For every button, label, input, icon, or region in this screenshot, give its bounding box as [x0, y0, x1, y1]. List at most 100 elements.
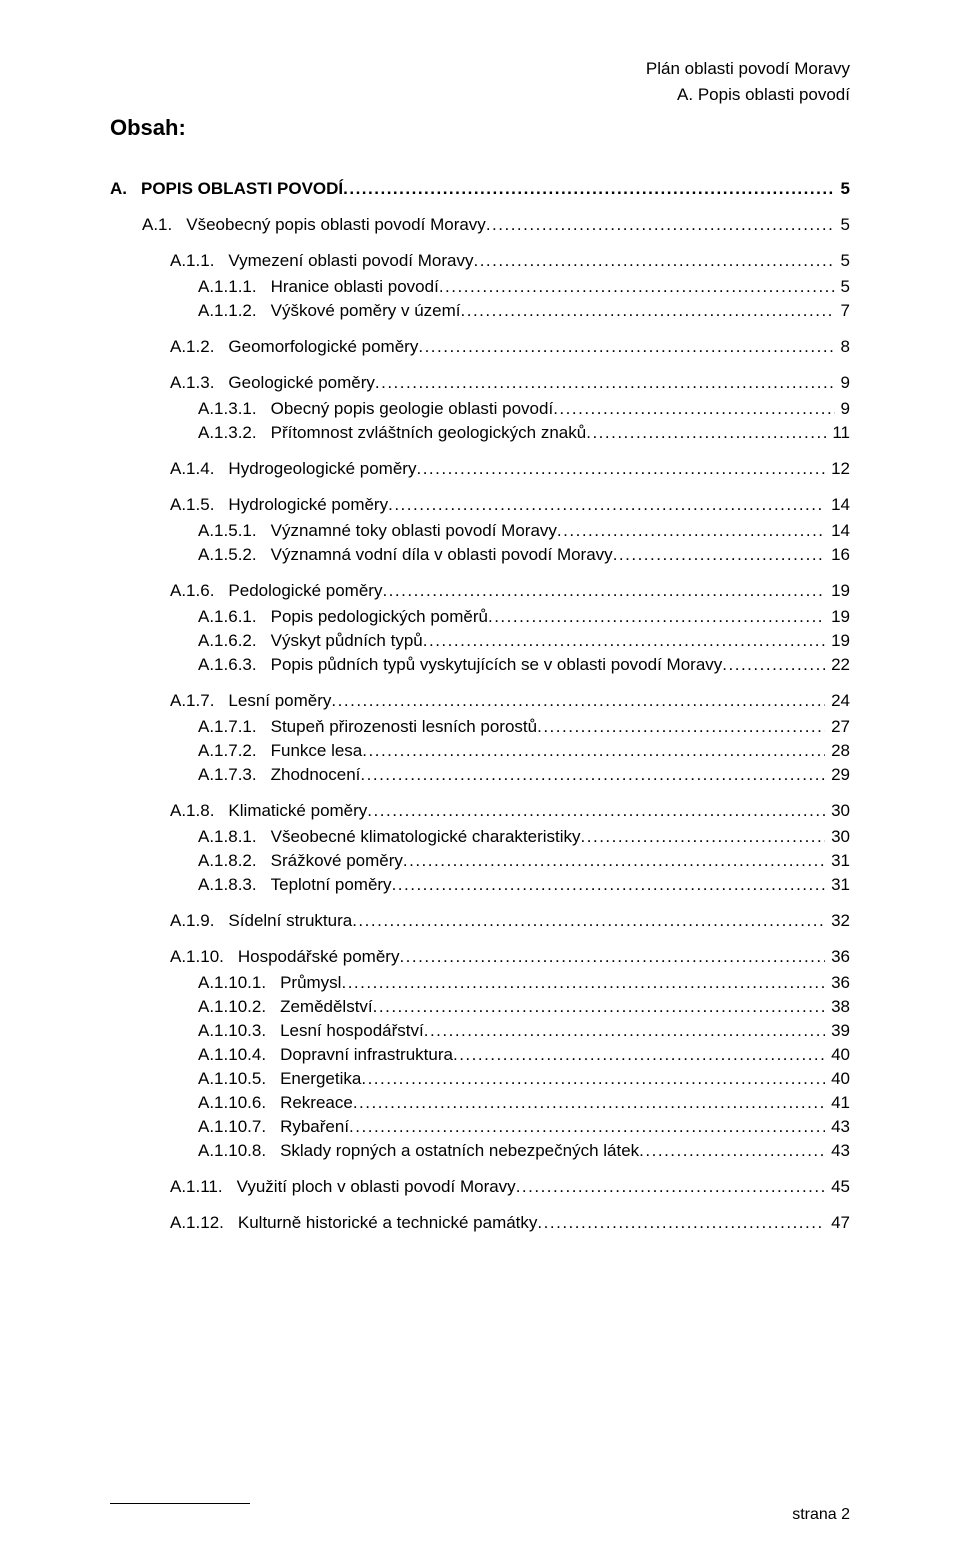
- toc-label: Všeobecný popis oblasti povodí Moravy: [186, 215, 486, 235]
- toc-number: A.1.3.1.: [198, 399, 271, 419]
- toc-page: 36: [825, 947, 850, 967]
- toc-leader-dots: [586, 423, 826, 443]
- toc-number: A.1.7.1.: [198, 717, 271, 737]
- toc-row: A.1.5.1.Významné toky oblasti povodí Mor…: [110, 521, 850, 541]
- toc-number: A.: [110, 179, 141, 199]
- toc-leader-dots: [537, 1213, 825, 1233]
- toc-number: A.1.6.1.: [198, 607, 271, 627]
- toc-number: A.1.5.2.: [198, 545, 271, 565]
- toc-row: A.1.Všeobecný popis oblasti povodí Morav…: [110, 215, 850, 235]
- toc-page: 41: [825, 1093, 850, 1113]
- toc-number: A.1.10.7.: [198, 1117, 280, 1137]
- toc-page: 43: [825, 1141, 850, 1161]
- toc-label: Výškové poměry v území: [271, 301, 461, 321]
- toc-leader-dots: [375, 373, 835, 393]
- toc-leader-dots: [557, 521, 825, 541]
- toc-number: A.1.1.1.: [198, 277, 271, 297]
- header-line-2: A. Popis oblasti povodí: [110, 82, 850, 108]
- toc-leader-dots: [461, 301, 835, 321]
- toc-leader-dots: [399, 947, 825, 967]
- toc-row: A.1.10.5.Energetika40: [110, 1069, 850, 1089]
- toc-number: A.1.6.2.: [198, 631, 271, 651]
- toc-page: 27: [825, 717, 850, 737]
- toc-label: Popis půdních typů vyskytujících se v ob…: [271, 655, 723, 675]
- toc-page: 19: [825, 631, 850, 651]
- toc-page: 29: [825, 765, 850, 785]
- toc-row: A.1.1.2.Výškové poměry v území7: [110, 301, 850, 321]
- toc-label: Obecný popis geologie oblasti povodí: [271, 399, 554, 419]
- toc-leader-dots: [486, 215, 835, 235]
- toc-page: 40: [825, 1045, 850, 1065]
- toc-page: 30: [825, 827, 850, 847]
- toc-number: A.1.11.: [170, 1177, 237, 1197]
- toc-row: A.1.4.Hydrogeologické poměry 12: [110, 459, 850, 479]
- toc-number: A.1.10.3.: [198, 1021, 280, 1041]
- toc-number: A.1.5.1.: [198, 521, 271, 541]
- toc-page: 5: [835, 179, 850, 199]
- toc-number: A.1.5.: [170, 495, 228, 515]
- toc-leader-dots: [553, 399, 834, 419]
- toc-row: A.1.10.1.Průmysl36: [110, 973, 850, 993]
- toc-label: Hydrogeologické poměry: [228, 459, 416, 479]
- toc-leader-dots: [537, 717, 825, 737]
- toc-label: Stupeň přirozenosti lesních porostů: [271, 717, 538, 737]
- toc-row: A.1.7.Lesní poměry24: [110, 691, 850, 711]
- toc-row: A.1.10.8.Sklady ropných a ostatních nebe…: [110, 1141, 850, 1161]
- toc-leader-dots: [343, 179, 834, 199]
- toc-row: A.1.6.3.Popis půdních typů vyskytujících…: [110, 655, 850, 675]
- toc-row: A.POPIS OBLASTI POVODÍ 5: [110, 179, 850, 199]
- toc-label: Sklady ropných a ostatních nebezpečných …: [280, 1141, 639, 1161]
- toc-number: A.1.4.: [170, 459, 228, 479]
- toc-label: POPIS OBLASTI POVODÍ: [141, 179, 343, 199]
- toc-row: A.1.6.2.Výskyt půdních typů19: [110, 631, 850, 651]
- toc-leader-dots: [392, 875, 826, 895]
- toc-number: A.1.10.6.: [198, 1093, 280, 1113]
- toc-leader-dots: [516, 1177, 825, 1197]
- toc-page: 5: [835, 215, 850, 235]
- toc-row: A.1.10.Hospodářské poměry36: [110, 947, 850, 967]
- toc-leader-dots: [453, 1045, 825, 1065]
- toc-number: A.1.9.: [170, 911, 228, 931]
- toc-label: Vymezení oblasti povodí Moravy: [228, 251, 473, 271]
- toc-number: A.1.8.3.: [198, 875, 271, 895]
- toc-row: A.1.12.Kulturně historické a technické p…: [110, 1213, 850, 1233]
- toc-label: Kulturně historické a technické památky: [238, 1213, 538, 1233]
- toc-page: 8: [835, 337, 850, 357]
- toc-list: A.POPIS OBLASTI POVODÍ5A.1.Všeobecný pop…: [110, 179, 850, 1233]
- toc-page: 40: [825, 1069, 850, 1089]
- toc-label: Zhodnocení: [271, 765, 361, 785]
- toc-leader-dots: [424, 1021, 825, 1041]
- toc-page: 32: [825, 911, 850, 931]
- toc-number: A.1.7.3.: [198, 765, 271, 785]
- toc-leader-dots: [361, 1069, 825, 1089]
- toc-page: 24: [825, 691, 850, 711]
- toc-leader-dots: [373, 997, 825, 1017]
- toc-page: 5: [835, 277, 850, 297]
- toc-leader-dots: [722, 655, 825, 675]
- toc-page: 12: [825, 459, 850, 479]
- toc-page: 5: [835, 251, 850, 271]
- toc-label: Lesní hospodářství: [280, 1021, 424, 1041]
- toc-page: 16: [825, 545, 850, 565]
- toc-row: A.1.5.2.Významná vodní díla v oblasti po…: [110, 545, 850, 565]
- toc-row: A.1.3.1.Obecný popis geologie oblasti po…: [110, 399, 850, 419]
- toc-row: A.1.6.1.Popis pedologických poměrů19: [110, 607, 850, 627]
- toc-label: Dopravní infrastruktura: [280, 1045, 453, 1065]
- footer-page-number: strana 2: [110, 1506, 850, 1524]
- toc-number: A.1.1.2.: [198, 301, 271, 321]
- toc-number: A.1.7.2.: [198, 741, 271, 761]
- toc-label: Popis pedologických poměrů: [271, 607, 488, 627]
- toc-label: Všeobecné klimatologické charakteristiky: [271, 827, 581, 847]
- toc-number: A.1.3.: [170, 373, 228, 393]
- toc-leader-dots: [349, 1117, 825, 1137]
- toc-page: 14: [825, 521, 850, 541]
- footer-rule: [110, 1503, 250, 1504]
- toc-row: A.1.7.2.Funkce lesa28: [110, 741, 850, 761]
- footer: strana 2: [110, 1503, 850, 1524]
- toc-row: A.1.10.7.Rybaření43: [110, 1117, 850, 1137]
- toc-leader-dots: [403, 851, 825, 871]
- toc-page: 28: [825, 741, 850, 761]
- toc-leader-dots: [353, 1093, 825, 1113]
- toc-row: A.1.11.Využití ploch v oblasti povodí Mo…: [110, 1177, 850, 1197]
- toc-row: A.1.10.4.Dopravní infrastruktura40: [110, 1045, 850, 1065]
